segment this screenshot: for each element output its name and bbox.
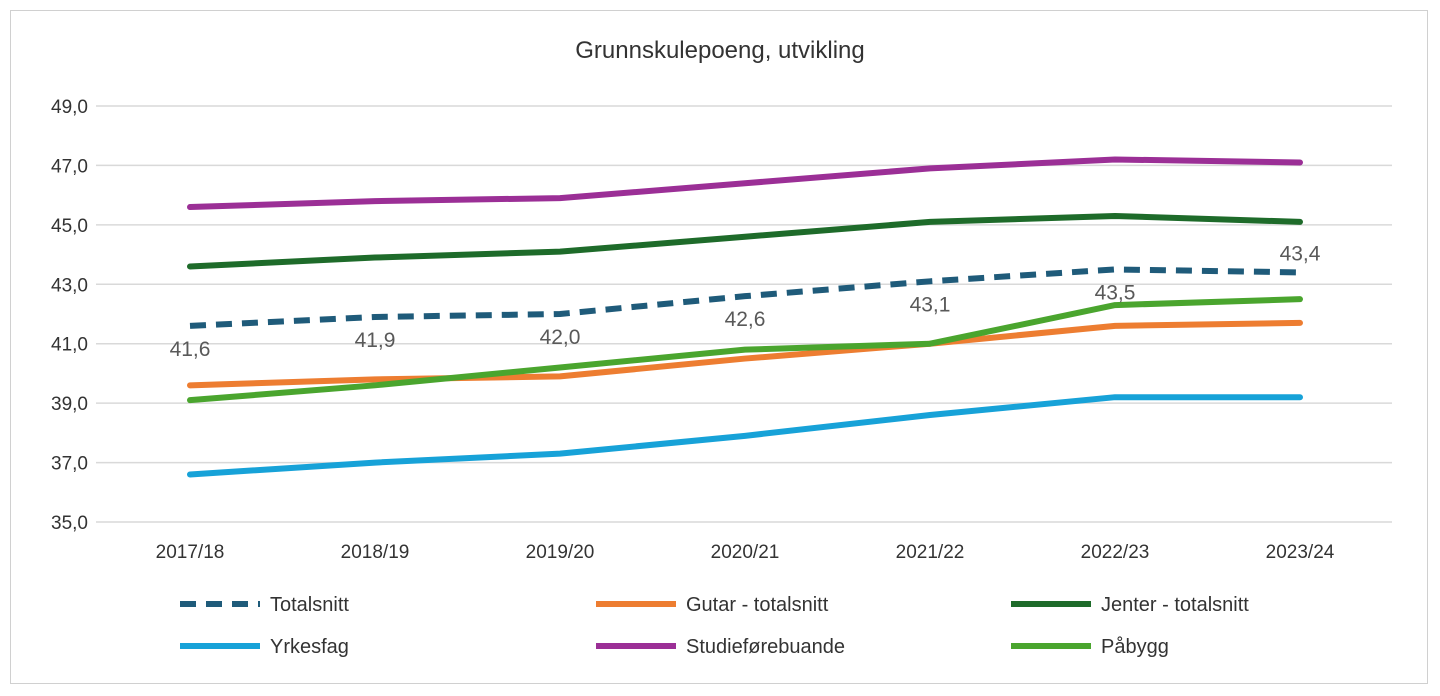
x-tick-label: 2018/19 xyxy=(341,542,410,563)
data-label: 41,9 xyxy=(355,329,396,352)
series-line-2 xyxy=(187,212,1303,270)
gridlines xyxy=(96,105,1392,523)
x-tick-label: 2022/23 xyxy=(1081,542,1150,563)
chart-frame xyxy=(10,10,1428,684)
x-axis: 2017/18 2018/19 2019/20 2020/21 2021/22 2022/… xyxy=(156,542,1335,563)
y-tick-label: 41,0 xyxy=(51,335,88,356)
x-tick-label: 2019/20 xyxy=(526,542,595,563)
data-label: 43,1 xyxy=(910,293,951,316)
y-tick-label: 49,0 xyxy=(51,97,88,118)
legend-label-1: Gutar - totalsnitt xyxy=(686,594,829,616)
legend-label-5: Påbygg xyxy=(1101,636,1169,658)
x-tick-label: 2023/24 xyxy=(1266,542,1335,563)
y-tick-label: 39,0 xyxy=(51,394,88,415)
y-axis: 35,0 37,0 39,0 41,0 43,0 45,0 47,0 49,0 xyxy=(51,97,88,534)
series-line-4 xyxy=(187,156,1303,211)
y-tick-label: 47,0 xyxy=(51,156,88,177)
legend: Totalsnitt Gutar - totalsnitt Jenter - tot… xyxy=(180,594,1249,658)
data-label: 43,4 xyxy=(1280,242,1321,265)
y-tick-label: 37,0 xyxy=(51,454,88,475)
x-tick-label: 2020/21 xyxy=(711,542,780,563)
data-label: 42,0 xyxy=(540,326,581,349)
data-label: 41,6 xyxy=(170,338,211,361)
series-line-0 xyxy=(189,266,1301,329)
legend-label-0: Totalsnitt xyxy=(270,594,349,616)
legend-label-4: Studieførebuande xyxy=(686,636,845,658)
series-line-1 xyxy=(187,319,1303,389)
series-line-5 xyxy=(187,296,1303,404)
series-line-3 xyxy=(187,394,1303,478)
y-tick-label: 43,0 xyxy=(51,275,88,296)
y-tick-label: 35,0 xyxy=(51,513,88,534)
legend-label-2: Jenter - totalsnitt xyxy=(1101,594,1249,616)
legend-label-3: Yrkesfag xyxy=(270,636,349,658)
x-tick-label: 2021/22 xyxy=(896,542,965,563)
data-labels: 41,6 41,9 42,0 42,6 43,1 43,5 43,4 xyxy=(170,242,1321,360)
y-tick-label: 45,0 xyxy=(51,216,88,237)
x-tick-label: 2017/18 xyxy=(156,542,225,563)
data-label: 42,6 xyxy=(725,308,766,331)
data-label: 43,5 xyxy=(1095,281,1136,304)
series-lines xyxy=(187,156,1303,478)
chart-title: Grunnskulepoeng, utvikling xyxy=(575,37,865,64)
